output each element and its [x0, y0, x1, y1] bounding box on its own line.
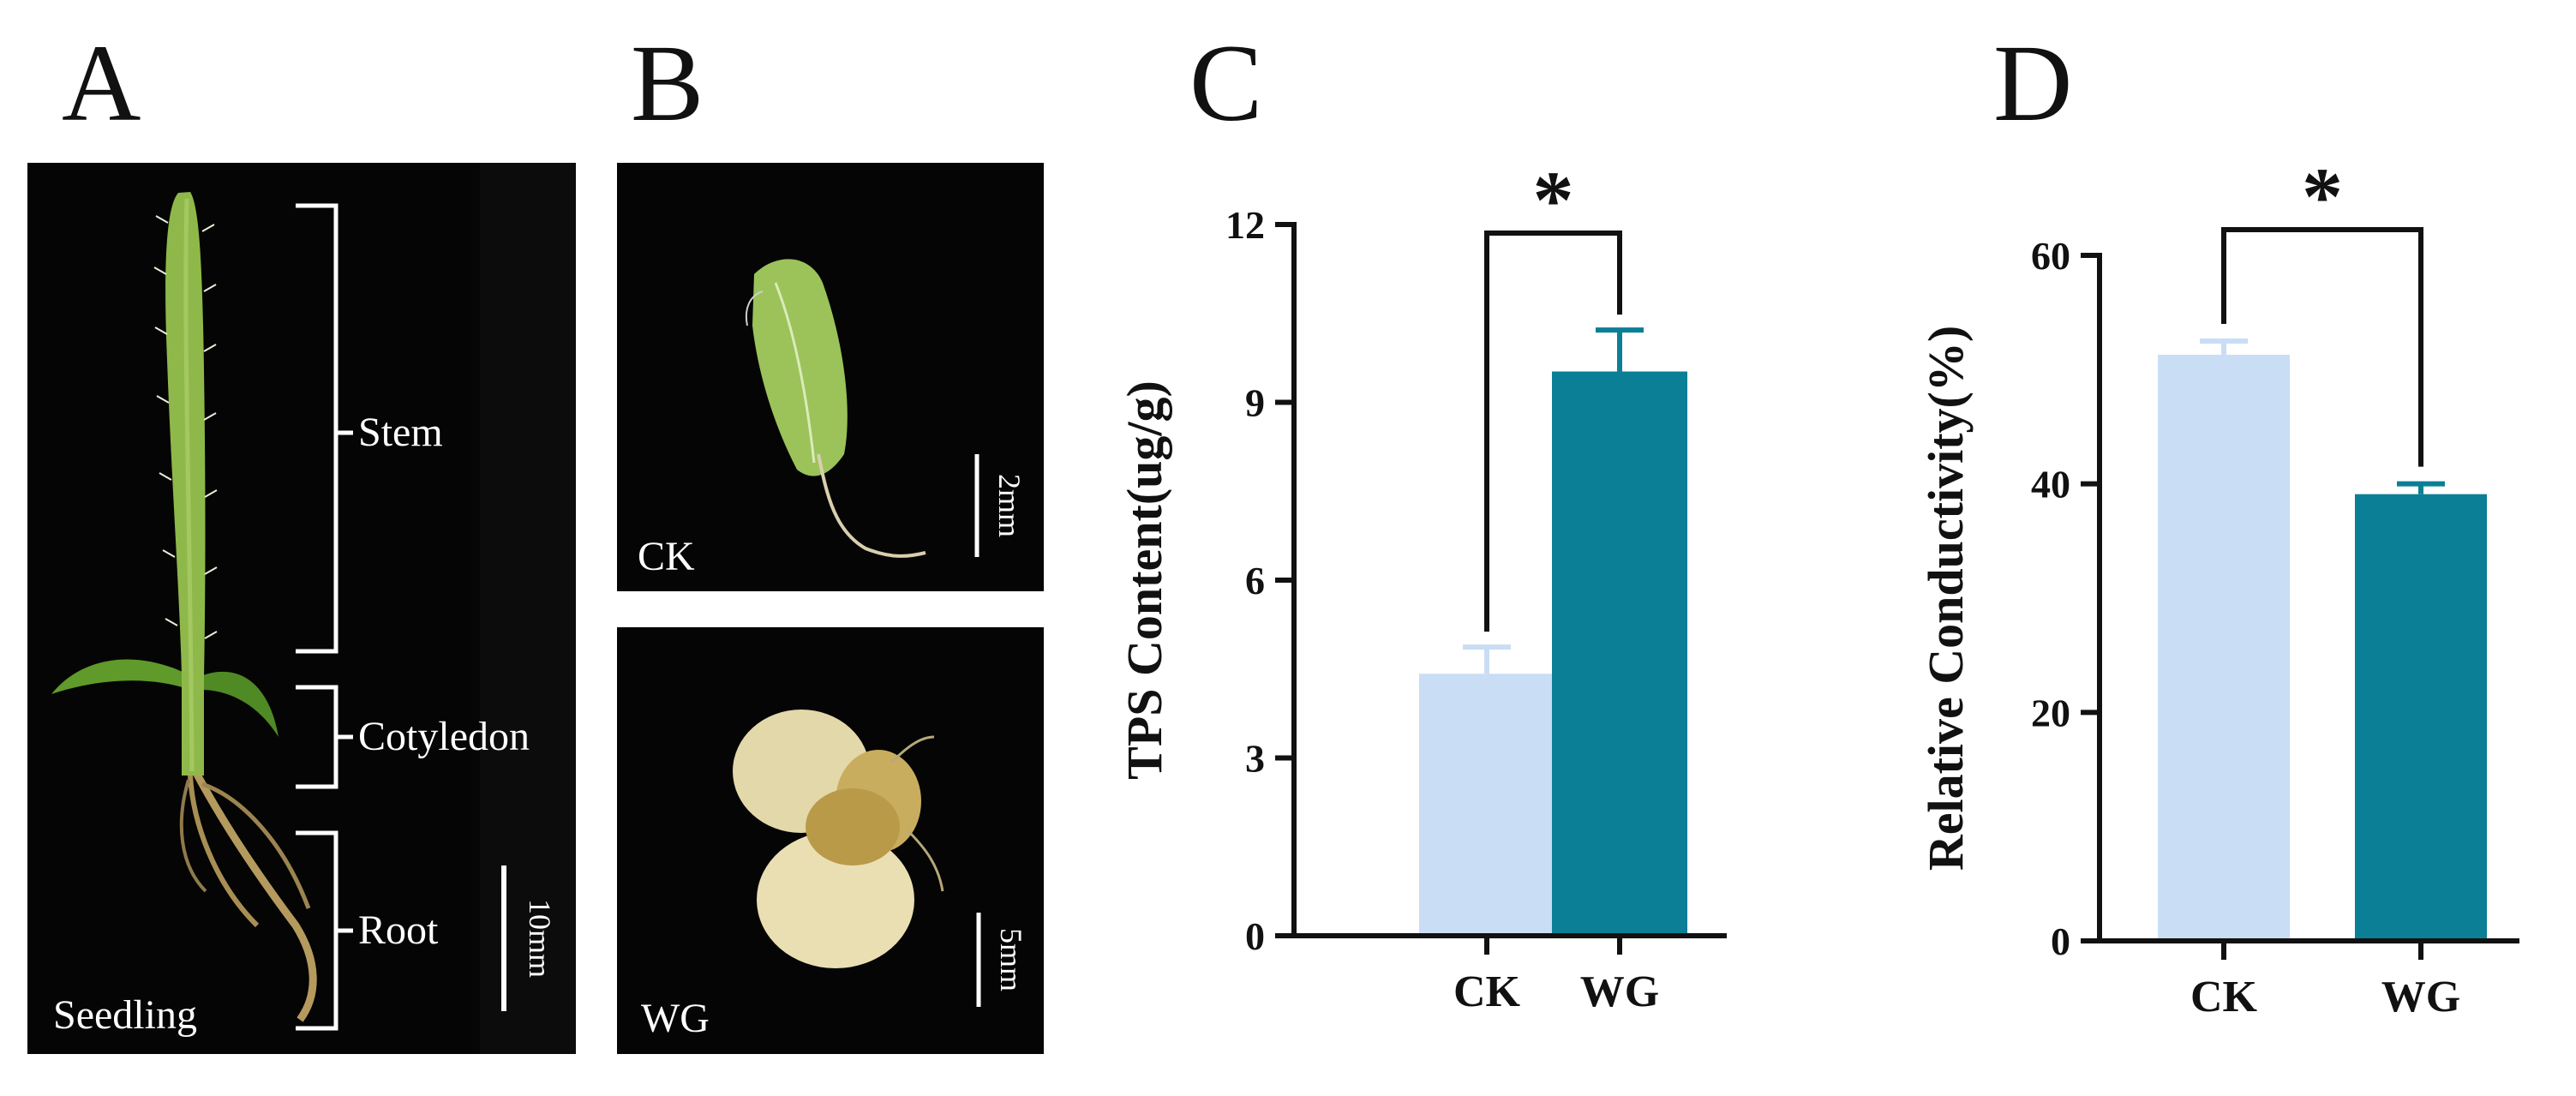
x-tick-label-wg: WG	[1580, 967, 1659, 1016]
panel-b-wg-scale-label: 5mm	[994, 928, 1028, 991]
stem-body	[165, 192, 206, 776]
bar-wg	[2355, 494, 2487, 941]
panel-d-chart: 0 20 40 60 CK WG Relative Conductivity(%) *	[1918, 151, 2519, 1021]
y-tick-label: 3	[1245, 737, 1265, 781]
y-tick-label: 12	[1225, 203, 1265, 247]
y-tick-label: 9	[1245, 381, 1265, 425]
stem-highlight	[183, 198, 195, 772]
root-branch-3	[179, 779, 207, 893]
significance-star: *	[1533, 154, 1574, 246]
significance-bracket	[2221, 227, 2423, 467]
panel-a-scale-label: 10mm	[523, 899, 557, 978]
wg-callus-core	[806, 788, 900, 865]
stem-bracket	[296, 203, 338, 654]
y-tick-label: 40	[2031, 463, 2070, 506]
seedling-illustration	[51, 192, 317, 1022]
panel-d-letter: D	[1993, 22, 2072, 144]
y-tick-label: 6	[1245, 559, 1265, 602]
wg-hair	[890, 735, 935, 764]
y-tick-label: 0	[1245, 914, 1265, 958]
ck-root	[817, 453, 926, 558]
panel-c-chart: 0 3 6 9 12 CK WG TPS Content(ug/g) *	[1117, 154, 1727, 1016]
significance-bracket	[1484, 231, 1622, 632]
bar-wg	[1552, 371, 1687, 936]
significance-star: *	[2302, 151, 2343, 243]
root-main	[192, 769, 317, 1022]
y-axis-title: TPS Content(ug/g)	[1117, 380, 1172, 780]
stem-label: Stem	[358, 410, 443, 455]
wg-hair-2	[907, 829, 944, 892]
y-tick-label: 0	[2051, 919, 2070, 963]
stem-spines	[153, 215, 218, 639]
cotyledon-left	[51, 659, 193, 694]
panel-a-caption: Seedling	[53, 992, 197, 1038]
panel-b-ck-photo: 2mm CK	[617, 163, 1044, 591]
bar-ck	[2158, 355, 2290, 941]
y-tick-label: 20	[2031, 691, 2070, 734]
panel-a-brackets	[296, 203, 353, 1031]
cotyledon-right	[199, 671, 279, 737]
panel-a-shade	[480, 163, 576, 1054]
panel-a-letter: A	[62, 22, 141, 144]
x-tick-label-wg: WG	[2381, 973, 2460, 1021]
panel-b-letter: B	[631, 22, 704, 144]
panel-b-ck-caption: CK	[638, 534, 695, 579]
x-tick-label-ck: CK	[2190, 973, 2258, 1021]
wg-callus-bottom	[757, 831, 914, 968]
panel-a-photo: Stem Cotyledon Root 10mm Seedling	[27, 163, 576, 1054]
root-label: Root	[358, 907, 439, 953]
ck-hair	[746, 290, 764, 326]
panel-c-letter: C	[1189, 22, 1262, 144]
panel-b-wg-caption: WG	[641, 996, 710, 1041]
panel-b-ck-scale-label: 2mm	[992, 474, 1027, 537]
panel-b-wg-photo: 5mm WG	[617, 627, 1044, 1054]
y-axis-title: Relative Conductivity(%)	[1918, 326, 1974, 871]
cotyledon-label: Cotyledon	[358, 714, 530, 759]
root-branch-2	[201, 782, 311, 909]
ck-explant-vein	[774, 282, 816, 464]
root-branch	[188, 775, 260, 928]
x-tick-label-ck: CK	[1453, 967, 1521, 1016]
bar-ck	[1419, 674, 1555, 936]
y-tick-label: 60	[2031, 234, 2070, 278]
